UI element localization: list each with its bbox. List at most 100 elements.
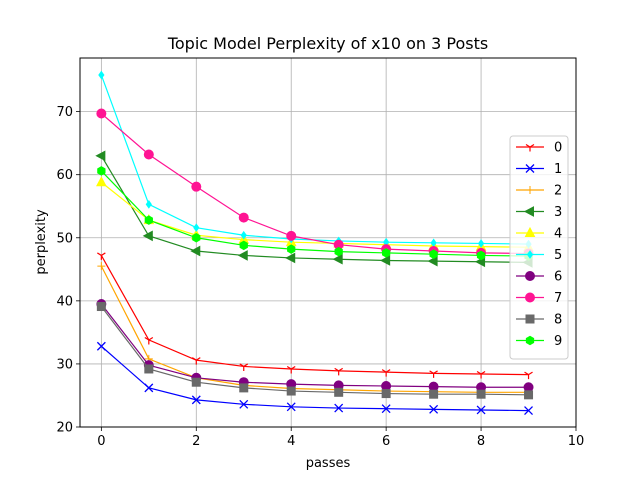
series-line-0: [100, 255, 529, 376]
data-point-7: [143, 149, 154, 160]
series-lines: [95, 70, 534, 416]
data-point-8: [524, 390, 534, 400]
series-1: [96, 341, 533, 416]
series-line-9: [100, 170, 529, 257]
legend-label: 8: [554, 313, 562, 328]
data-point-0: [239, 363, 249, 371]
data-point-8: [286, 386, 296, 396]
y-axis-label: perplexity: [34, 209, 49, 275]
y-tick-label: 30: [56, 357, 73, 372]
legend-marker: [525, 314, 535, 324]
series-7: [96, 108, 534, 259]
x-tick-label: 10: [568, 434, 585, 449]
data-point-3: [427, 255, 438, 267]
data-point-3: [285, 252, 296, 264]
x-tick-label: 0: [97, 434, 105, 449]
data-point-9: [382, 248, 391, 258]
legend-item-1: 1: [516, 162, 562, 177]
legend-item-9: 9: [516, 334, 562, 349]
data-point-5: [477, 239, 485, 248]
x-tick-label: 4: [287, 434, 295, 449]
series-3: [95, 150, 533, 268]
data-point-0: [191, 357, 201, 365]
data-point-3: [142, 230, 153, 242]
data-point-4: [96, 176, 107, 187]
data-point-8: [96, 302, 106, 312]
y-tick-label: 50: [56, 231, 73, 246]
legend-item-4: 4: [516, 227, 562, 242]
data-point-7: [191, 181, 202, 192]
series-line-3: [100, 155, 529, 263]
legend: 0 1 2 3 4 5 6 7 8 9: [509, 135, 569, 360]
data-point-1: [286, 402, 296, 412]
data-point-5: [193, 223, 200, 233]
legend-label: 2: [554, 184, 562, 199]
series-5: [98, 70, 532, 249]
data-point-9: [334, 246, 343, 257]
legend-label: 6: [554, 270, 562, 285]
series-line-4: [100, 181, 529, 248]
series-line-5: [100, 74, 529, 245]
series-8: [96, 302, 534, 400]
data-point-0: [97, 252, 106, 260]
data-point-0: [334, 367, 343, 376]
data-point-1: [524, 406, 533, 416]
legend-item-3: 3: [516, 205, 562, 220]
data-point-5: [240, 230, 247, 240]
data-point-9: [239, 240, 248, 251]
y-tick-label: 70: [56, 105, 73, 120]
data-point-3: [237, 250, 248, 261]
legend-marker: [525, 143, 535, 152]
legend-marker: [524, 226, 536, 237]
data-point-8: [239, 383, 249, 393]
data-point-1: [334, 403, 344, 413]
series-line-2: [100, 265, 529, 393]
legend-item-7: 7: [516, 291, 562, 306]
legend-label: 4: [554, 227, 562, 242]
data-point-7: [96, 108, 107, 119]
x-tick-label: 6: [382, 434, 390, 449]
legend-marker: [523, 206, 534, 217]
data-point-8: [381, 389, 391, 399]
chart-title: Topic Model Perplexity of x10 on 3 Posts: [167, 34, 488, 53]
y-tick-label: 20: [56, 421, 73, 436]
data-point-1: [381, 404, 391, 414]
data-point-8: [144, 364, 154, 374]
data-point-2: [97, 262, 106, 271]
data-point-0: [524, 371, 533, 380]
legend-box: [509, 135, 569, 360]
legend-label: 9: [554, 334, 562, 349]
data-point-3: [380, 255, 391, 266]
x-tick-label: 8: [477, 434, 485, 449]
series-2: [97, 262, 533, 397]
data-point-0: [476, 371, 486, 379]
series-line-6: [100, 303, 529, 388]
x-axis-label: passes: [306, 456, 351, 471]
legend-marker: [525, 271, 535, 281]
legend-label: 7: [554, 291, 562, 306]
legend-item-8: 8: [516, 313, 562, 328]
data-point-7: [238, 212, 249, 223]
legend-label: 5: [554, 248, 562, 263]
series-line-7: [100, 113, 529, 255]
y-tick-label: 60: [56, 168, 73, 183]
data-point-8: [429, 389, 439, 399]
data-point-0: [286, 365, 296, 374]
legend-marker: [525, 164, 535, 173]
data-point-9: [476, 250, 486, 261]
data-point-9: [97, 166, 106, 176]
series-line-8: [100, 306, 529, 396]
legend-marker: [526, 186, 534, 194]
data-point-1: [191, 395, 201, 405]
data-point-8: [476, 389, 486, 399]
data-point-5: [98, 70, 105, 80]
data-point-0: [381, 369, 391, 377]
data-point-3: [190, 245, 201, 257]
data-point-1: [239, 399, 249, 409]
data-point-3: [95, 150, 106, 162]
data-point-9: [429, 249, 438, 259]
data-point-1: [144, 383, 154, 393]
plot-frame: [79, 57, 577, 428]
